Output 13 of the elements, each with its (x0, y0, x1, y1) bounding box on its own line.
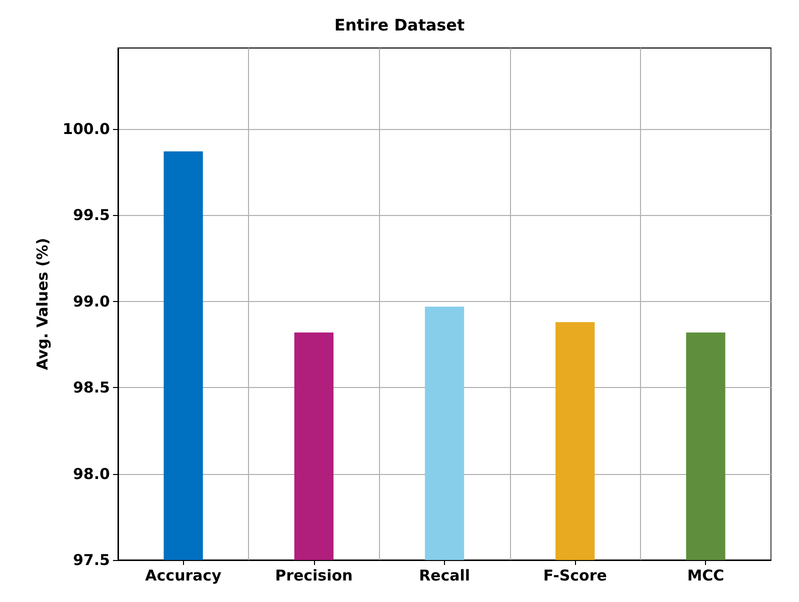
y-tick-label: 100.0 (62, 120, 110, 138)
y-tick-label: 99.5 (72, 206, 110, 224)
y-tick-label: 98.0 (72, 464, 110, 483)
y-tick-label: 99.0 (72, 292, 110, 310)
y-tick-label: 98.5 (72, 378, 110, 397)
x-tick-label: Recall (418, 566, 470, 584)
x-tick-label: F-Score (543, 566, 607, 584)
x-tick-label: MCC (687, 566, 724, 584)
y-axis-title: Avg. Values (%) (34, 238, 52, 370)
x-tick-label: Accuracy (145, 566, 222, 584)
x-tick-label: Precision (275, 566, 353, 584)
y-tick-label: 97.5 (72, 551, 110, 569)
chart-title: Entire Dataset (334, 16, 466, 34)
